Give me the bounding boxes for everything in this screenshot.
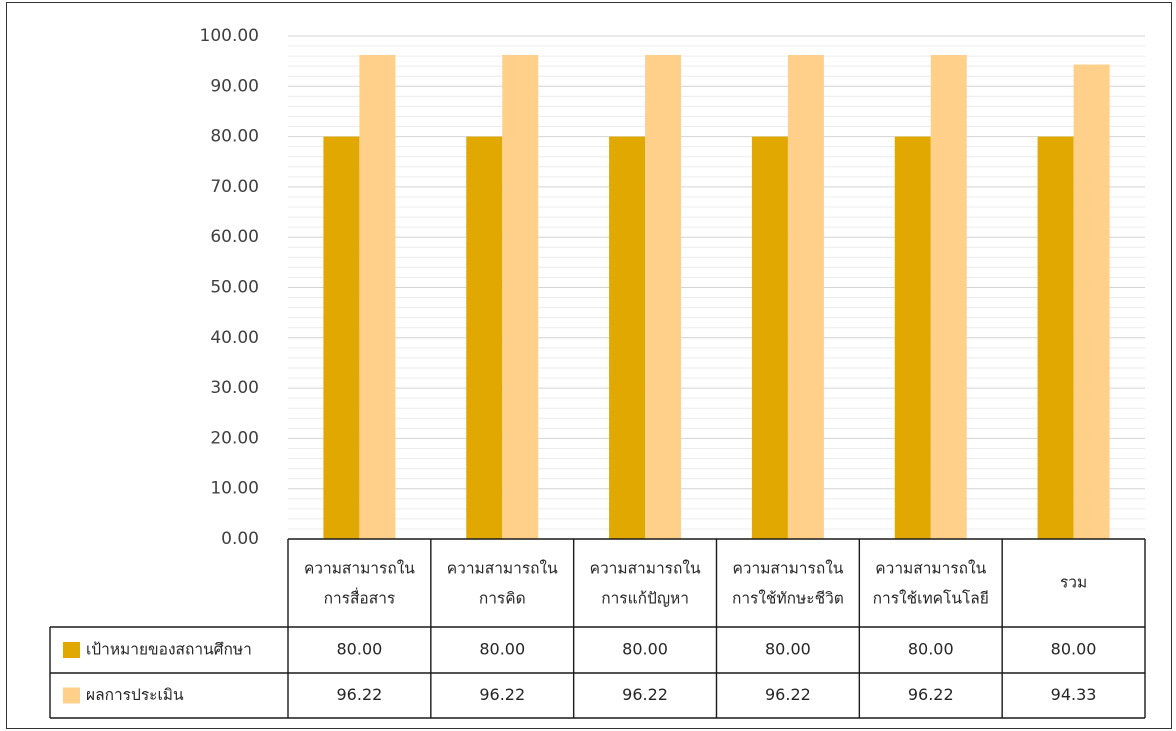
y-tick-label: 10.00 <box>210 479 259 499</box>
table-value: 80.00 <box>908 640 954 659</box>
table-value: 96.22 <box>479 685 525 704</box>
legend-swatch <box>63 687 80 704</box>
bar-result <box>502 55 539 540</box>
legend-swatch <box>63 642 80 658</box>
y-tick-label: 60.00 <box>210 227 259 247</box>
table-value: 96.22 <box>765 685 811 704</box>
bar-result <box>1073 64 1110 539</box>
bar-target <box>466 136 503 539</box>
bar-result <box>787 55 824 540</box>
table-value: 80.00 <box>337 640 383 659</box>
table-value: 80.00 <box>622 640 668 659</box>
category-label: การแก้ปัญหา <box>601 590 689 608</box>
y-tick-label: 100.00 <box>200 26 259 46</box>
bar-target <box>323 136 360 539</box>
legend-label: เป้าหมายของสถานศึกษา <box>86 641 252 659</box>
bar-target <box>894 136 931 539</box>
bar-result <box>645 55 682 540</box>
category-label: ความสามารถใน <box>447 560 558 578</box>
category-label: ความสามารถใน <box>875 560 986 578</box>
bar-target <box>751 136 788 539</box>
category-label: การคิด <box>479 590 526 608</box>
category-label: การสื่อสาร <box>324 588 396 608</box>
table-value: 94.33 <box>1051 685 1097 704</box>
category-label: ความสามารถใน <box>732 560 843 578</box>
table-value: 96.22 <box>337 685 383 704</box>
gridlines <box>288 35 1145 530</box>
y-tick-label: 90.00 <box>210 76 259 96</box>
category-label: รวม <box>1060 574 1087 592</box>
y-tick-label: 40.00 <box>210 328 259 348</box>
category-label: การใช้ทักษะชีวิต <box>732 590 844 608</box>
data-table-grid <box>49 538 1146 719</box>
category-label: ความสามารถใน <box>590 560 701 578</box>
y-tick-label: 30.00 <box>210 378 259 398</box>
bar-target <box>609 136 646 539</box>
category-label: ความสามารถใน <box>304 560 415 578</box>
table-value: 80.00 <box>479 640 525 659</box>
bar-result <box>359 55 396 540</box>
bar-target <box>1037 136 1074 539</box>
y-tick-label: 0.00 <box>221 529 259 549</box>
bar-result <box>930 55 967 540</box>
legend-label: ผลการประเมิน <box>86 686 184 704</box>
y-tick-label: 50.00 <box>210 278 259 298</box>
chart-frame <box>6 2 1172 729</box>
y-tick-label: 80.00 <box>210 127 259 147</box>
table-value: 96.22 <box>908 685 954 704</box>
y-tick-label: 20.00 <box>210 428 259 448</box>
category-label: การใช้เทคโนโลยี <box>873 590 989 608</box>
table-value: 80.00 <box>1051 640 1097 659</box>
table-value: 80.00 <box>765 640 811 659</box>
table-value: 96.22 <box>622 685 668 704</box>
y-tick-label: 70.00 <box>210 177 259 197</box>
